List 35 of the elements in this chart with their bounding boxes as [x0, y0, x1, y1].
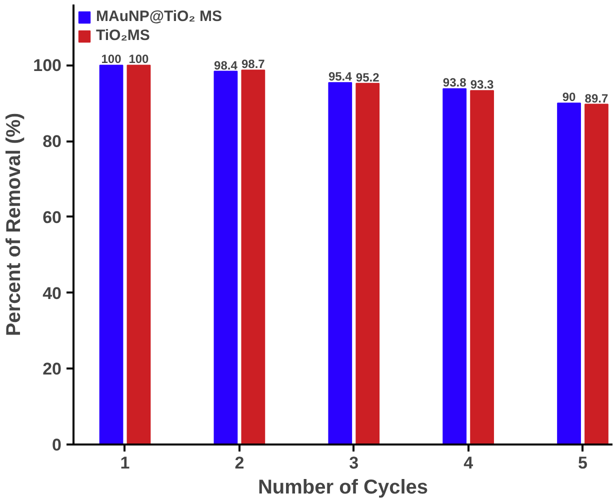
- y-tick-label: 60: [42, 208, 62, 227]
- data-label: 98.7: [241, 57, 266, 72]
- bar: [99, 64, 124, 444]
- data-label: 100: [128, 52, 150, 66]
- x-axis-title: Number of Cycles: [258, 476, 428, 498]
- x-tick-label: 2: [234, 454, 244, 472]
- bar: [442, 88, 467, 444]
- bar: [214, 70, 238, 444]
- x-tick-label: 1: [120, 454, 130, 472]
- bar: [126, 64, 151, 444]
- data-label: 90: [562, 90, 576, 104]
- bar: [584, 104, 608, 444]
- y-tick-label: 20: [42, 360, 62, 379]
- y-axis-title: Percent of Removal (%): [3, 112, 26, 336]
- bar: [557, 102, 581, 444]
- y-tick-label: 80: [42, 132, 62, 152]
- data-label: 95.2: [356, 70, 380, 84]
- bar: [356, 82, 380, 444]
- data-label: 98.4: [214, 58, 238, 72]
- y-tick-label: 100: [33, 56, 62, 76]
- legend-label: MAuNP@TiO₂ MS: [96, 8, 222, 25]
- x-tick-label: 4: [464, 454, 474, 472]
- bar: [328, 82, 352, 444]
- data-label: 95.4: [328, 70, 352, 84]
- legend-label: TiO₂MS: [96, 27, 150, 44]
- data-label: 93.8: [442, 76, 467, 90]
- y-tick-label: 0: [52, 436, 62, 454]
- bar: [241, 70, 266, 444]
- data-label: 100: [101, 52, 122, 66]
- bar: [470, 90, 494, 444]
- data-label: 89.7: [584, 91, 608, 106]
- x-tick-label: 3: [349, 454, 359, 472]
- y-tick-label: 40: [42, 284, 62, 303]
- data-label: 93.3: [470, 78, 494, 92]
- x-tick-label: 5: [578, 454, 588, 472]
